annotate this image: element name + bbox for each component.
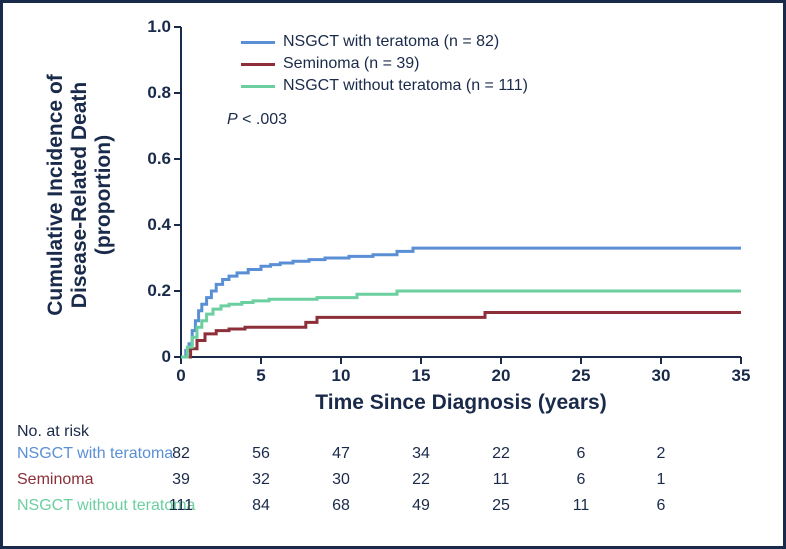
risk-cell: 6 xyxy=(657,497,666,515)
y-tick-label: 1.0 xyxy=(131,17,171,37)
figure-frame: Cumulative Incidence of Disease-Related … xyxy=(0,0,786,549)
x-tick xyxy=(260,357,262,364)
y-tick xyxy=(174,356,181,358)
risk-cell: 84 xyxy=(252,497,270,515)
risk-cell: 11 xyxy=(573,497,590,515)
p-value: P < .003 xyxy=(227,111,287,129)
x-tick-label: 0 xyxy=(176,366,185,386)
risk-row-label: Seminoma xyxy=(17,471,93,489)
risk-cell: 39 xyxy=(172,471,190,489)
x-tick xyxy=(660,357,662,364)
y-tick xyxy=(174,92,181,94)
yaxis-title-line2: Disease-Related Death xyxy=(68,30,92,360)
legend-swatch xyxy=(241,63,275,66)
xaxis-title: Time Since Diagnosis (years) xyxy=(181,391,741,415)
risk-table-title: No. at risk xyxy=(17,423,89,441)
risk-cell: 49 xyxy=(412,497,430,515)
series-s3 xyxy=(181,291,741,357)
x-tick xyxy=(420,357,422,364)
y-tick xyxy=(174,26,181,28)
legend-label: NSGCT with teratoma (n = 82) xyxy=(283,33,499,51)
x-tick-label: 20 xyxy=(492,366,511,386)
y-tick xyxy=(174,224,181,226)
y-tick-label: 0.2 xyxy=(131,281,171,301)
y-tick-label: 0.6 xyxy=(131,149,171,169)
risk-cell: 6 xyxy=(577,445,586,463)
yaxis-title-line3: (proportion) xyxy=(92,30,116,360)
legend-swatch xyxy=(241,85,275,88)
x-tick-label: 30 xyxy=(652,366,671,386)
risk-cell: 11 xyxy=(493,471,510,489)
x-tick-label: 15 xyxy=(412,366,431,386)
y-tick-label: 0.4 xyxy=(131,215,171,235)
risk-cell: 22 xyxy=(412,471,430,489)
risk-cell: 32 xyxy=(252,471,270,489)
y-tick xyxy=(174,158,181,160)
legend-swatch xyxy=(241,41,275,44)
x-tick xyxy=(740,357,742,364)
x-tick xyxy=(580,357,582,364)
risk-cell: 1 xyxy=(657,471,666,489)
risk-cell: 22 xyxy=(492,445,510,463)
risk-cell: 111 xyxy=(169,497,193,515)
risk-cell: 47 xyxy=(332,445,350,463)
legend-label: NSGCT without teratoma (n = 111) xyxy=(283,77,528,95)
x-tick xyxy=(340,357,342,364)
risk-cell: 56 xyxy=(252,445,270,463)
x-tick-label: 10 xyxy=(332,366,351,386)
x-tick-label: 25 xyxy=(572,366,591,386)
x-tick xyxy=(500,357,502,364)
risk-cell: 6 xyxy=(577,471,586,489)
series-s1 xyxy=(181,248,741,357)
risk-cell: 25 xyxy=(492,497,510,515)
risk-cell: 2 xyxy=(657,445,666,463)
risk-row-label: NSGCT with teratoma xyxy=(17,445,173,463)
y-tick xyxy=(174,290,181,292)
yaxis-title-line1: Cumulative Incidence of xyxy=(44,30,68,360)
y-tick-label: 0.8 xyxy=(131,83,171,103)
risk-cell: 82 xyxy=(172,445,190,463)
x-tick-label: 35 xyxy=(732,366,751,386)
y-tick-label: 0 xyxy=(131,347,171,367)
risk-cell: 30 xyxy=(332,471,350,489)
legend-label: Seminoma (n = 39) xyxy=(283,55,420,73)
series-s2 xyxy=(181,312,741,357)
risk-cell: 68 xyxy=(332,497,350,515)
x-tick-label: 5 xyxy=(256,366,265,386)
risk-cell: 34 xyxy=(412,445,430,463)
